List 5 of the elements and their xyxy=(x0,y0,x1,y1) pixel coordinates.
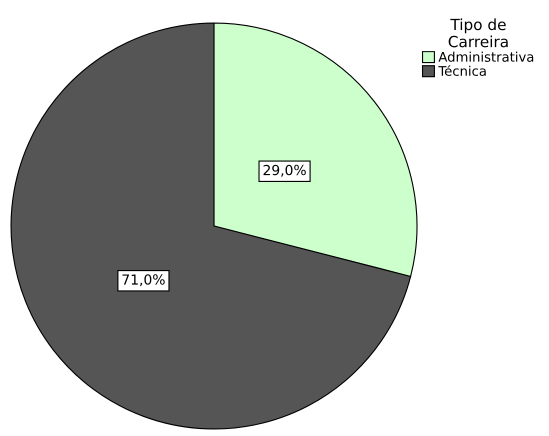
data-label: 71,0% xyxy=(122,274,165,286)
legend-label: Administrativa xyxy=(438,52,534,62)
data-label: 29,0% xyxy=(264,164,306,177)
legend-title: Tipo de Carreira xyxy=(448,18,508,48)
legend-label: Técnica xyxy=(438,65,486,76)
